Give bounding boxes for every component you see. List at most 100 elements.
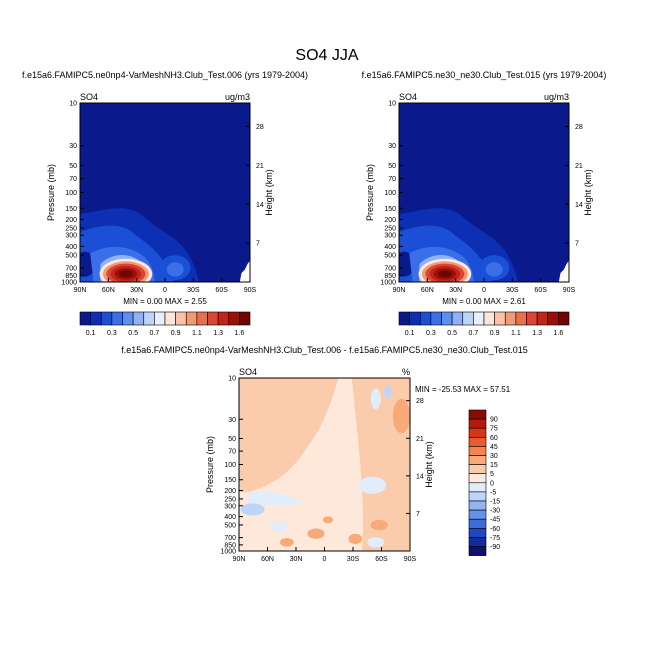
y-right-axis-title: Height (km) xyxy=(264,169,274,216)
y-tick-label: 10 xyxy=(228,376,236,383)
y-tick-label: 150 xyxy=(65,206,77,213)
y-tick-label: 300 xyxy=(65,233,77,240)
y-axis-title: Pressure (mb) xyxy=(205,436,215,493)
y-tick-label: 500 xyxy=(384,253,396,260)
y-tick-label: 850 xyxy=(65,273,77,280)
colorbar-label: 1.6 xyxy=(554,330,564,337)
colorbar-swatch xyxy=(100,311,113,326)
y-tick-label: 200 xyxy=(384,217,396,224)
colorbar-swatch xyxy=(451,311,464,326)
colorbar-label: 75 xyxy=(490,426,498,433)
y-tick-label: 50 xyxy=(388,163,396,170)
y-tick-label: 30 xyxy=(388,143,396,150)
y-right-tick-label: 28 xyxy=(416,398,424,405)
colorbar-label: 0.5 xyxy=(128,330,138,337)
topography-mask xyxy=(239,260,250,282)
colorbar-swatch xyxy=(547,311,559,326)
y-right-tick-label: 7 xyxy=(575,241,579,248)
colorbar-swatch xyxy=(468,409,487,420)
diff-patch xyxy=(348,533,363,545)
colorbar-label: -60 xyxy=(490,526,500,533)
y-tick-label: 400 xyxy=(65,244,77,251)
x-tick-label: 0 xyxy=(163,287,167,294)
colorbar-swatch xyxy=(462,311,474,326)
y-tick-label: 30 xyxy=(69,143,77,150)
y-tick-label: 400 xyxy=(224,514,236,521)
min-max-readout: MIN = 0.00 MAX = 2.55 xyxy=(123,297,207,306)
colorbar-swatch xyxy=(468,427,487,438)
y-tick-label: 250 xyxy=(384,226,396,233)
colorbar-swatch xyxy=(154,311,166,326)
colorbar-label: -45 xyxy=(490,517,500,524)
x-tick-label: 60N xyxy=(421,287,434,294)
colorbar-swatch xyxy=(143,311,155,326)
y-tick-label: 70 xyxy=(228,449,236,456)
colorbar-swatch xyxy=(430,311,442,326)
field-layer xyxy=(80,103,250,282)
y-tick-label: 70 xyxy=(69,176,77,183)
colorbar-label: 0 xyxy=(490,480,494,487)
x-tick-label: 60N xyxy=(102,287,115,294)
y-tick-label: 50 xyxy=(228,436,236,443)
panel-variable-label: SO4 xyxy=(80,92,98,102)
diff-region-negative xyxy=(247,491,304,506)
colorbar-label: 0.7 xyxy=(469,330,479,337)
colorbar-swatch xyxy=(228,311,240,326)
y-tick-label: 300 xyxy=(224,503,236,510)
colorbar-label: 0.9 xyxy=(490,330,500,337)
y-tick-label: 300 xyxy=(384,233,396,240)
colorbar-label: 30 xyxy=(490,453,498,460)
colorbar-swatch xyxy=(468,509,487,520)
colorbar-label: 1.6 xyxy=(235,330,245,337)
colorbar-swatch xyxy=(468,473,487,484)
y-tick-label: 500 xyxy=(224,522,236,529)
y-right-tick-label: 7 xyxy=(256,241,260,248)
colorbar-label: 0.3 xyxy=(426,330,436,337)
y-right-axis-title: Height (km) xyxy=(583,169,593,216)
colorbar-label: 60 xyxy=(490,435,498,442)
panel-unit-label: % xyxy=(402,367,410,377)
x-tick-label: 0 xyxy=(323,556,327,563)
x-tick-label: 30N xyxy=(130,287,143,294)
y-tick-label: 1000 xyxy=(380,280,396,287)
colorbar-label: -5 xyxy=(490,489,496,496)
y-tick-label: 1000 xyxy=(220,549,236,556)
colorbar-swatch xyxy=(468,518,487,529)
y-tick-label: 100 xyxy=(384,190,396,197)
y-right-tick-label: 21 xyxy=(575,163,583,170)
colorbar-label: -90 xyxy=(490,544,500,551)
diff-negative-patch xyxy=(370,388,381,410)
x-tick-label: 30S xyxy=(347,556,360,563)
colorbar-swatch xyxy=(185,311,198,326)
y-right-tick-label: 21 xyxy=(256,163,264,170)
diff-patch xyxy=(370,519,388,531)
colorbar-swatch xyxy=(468,491,487,502)
colorbar-label: 5 xyxy=(490,471,494,478)
x-tick-label: 30S xyxy=(187,287,200,294)
y-tick-label: 850 xyxy=(384,273,396,280)
colorbar-swatch xyxy=(239,311,251,326)
colorbar-label: 90 xyxy=(490,417,498,424)
colorbar-swatch xyxy=(419,311,432,326)
colorbar-swatch xyxy=(164,311,176,326)
y-right-tick-label: 28 xyxy=(575,124,583,131)
colorbar-swatch xyxy=(111,311,123,326)
colorbar-swatch xyxy=(468,455,487,465)
colorbar-swatch xyxy=(409,311,421,326)
x-tick-label: 60S xyxy=(215,287,228,294)
colorbar-swatch xyxy=(468,527,487,538)
colorbar-swatch xyxy=(468,436,487,447)
colorbar-swatch xyxy=(468,546,487,556)
x-tick-label: 30N xyxy=(449,287,462,294)
colorbar-swatch xyxy=(515,311,527,326)
y-right-tick-label: 14 xyxy=(575,202,583,209)
colorbar-swatch xyxy=(217,311,230,326)
y-tick-label: 10 xyxy=(69,101,77,108)
diff-patch xyxy=(392,398,410,434)
y-tick-label: 500 xyxy=(65,253,77,260)
y-tick-label: 50 xyxy=(69,163,77,170)
y-tick-label: 700 xyxy=(384,266,396,273)
y-tick-label: 200 xyxy=(224,488,236,495)
y-tick-label: 200 xyxy=(65,217,77,224)
y-tick-label: 150 xyxy=(224,477,236,484)
